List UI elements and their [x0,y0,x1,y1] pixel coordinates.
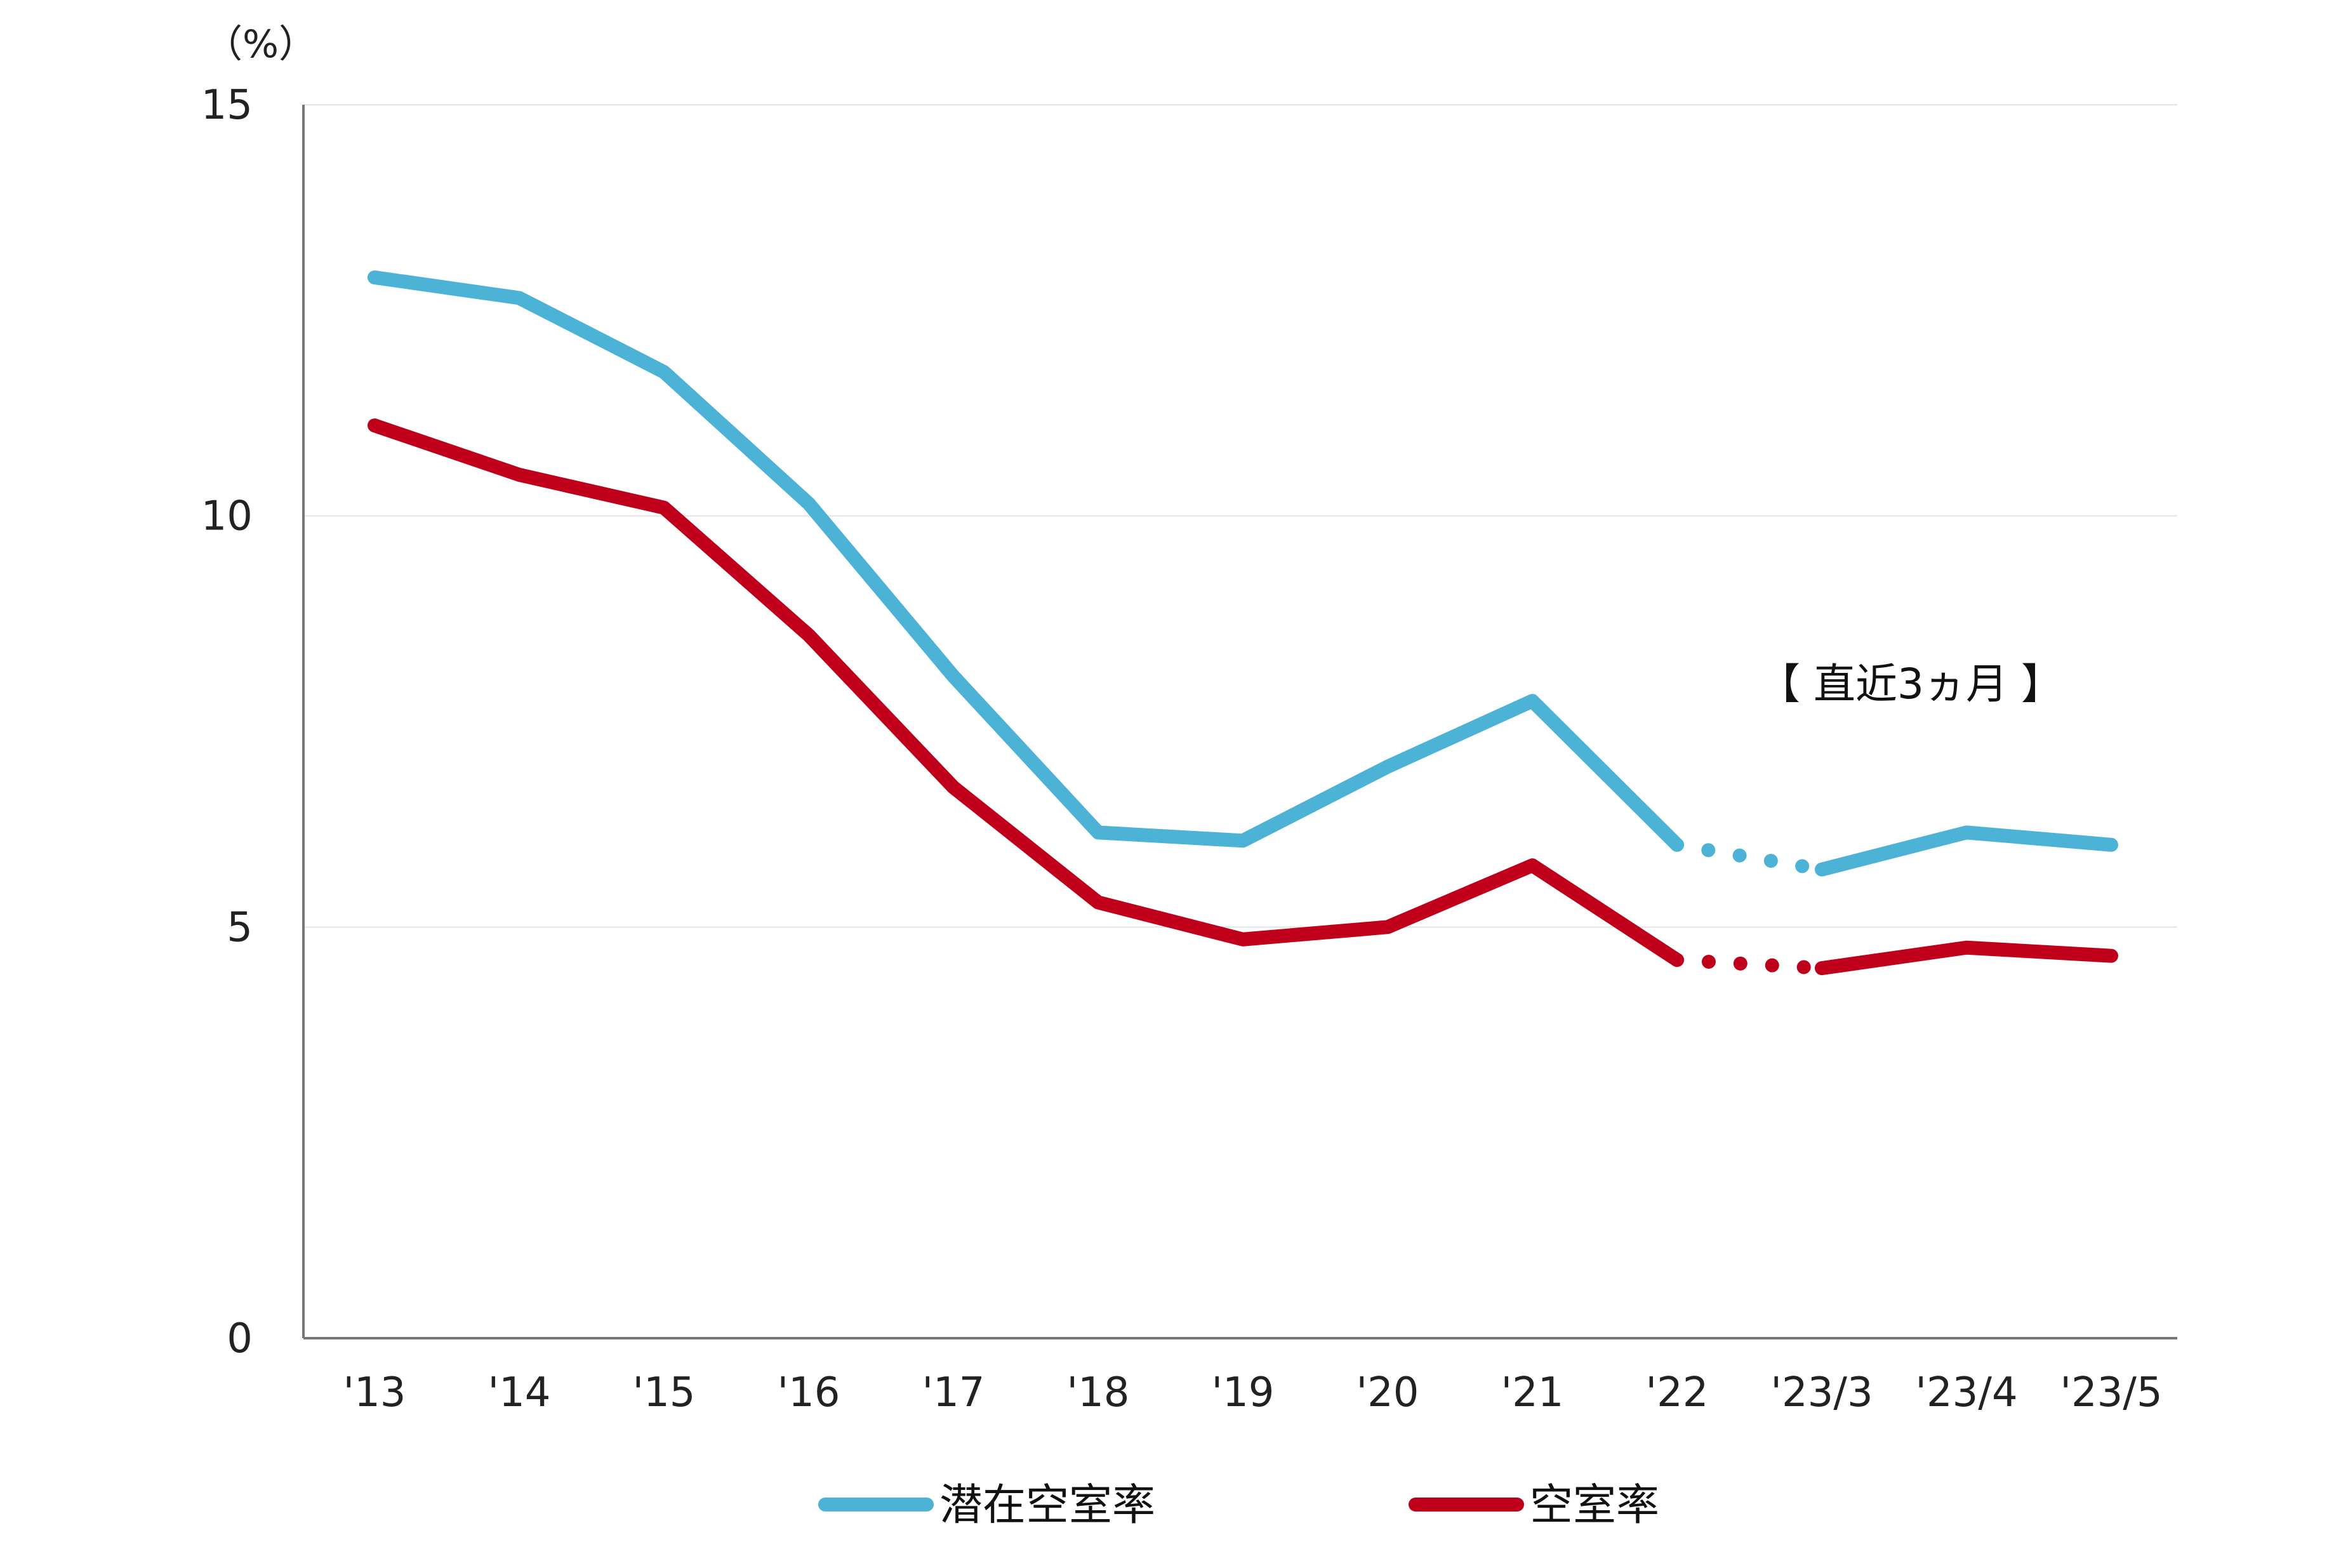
data-point [1242,840,1243,842]
x-tick-label: '16 [777,1369,840,1416]
data-point [519,297,520,299]
x-tick-label: '14 [487,1369,550,1416]
data-point [808,503,809,505]
legend-label: 潜在空室率 [939,1480,1155,1531]
series-line-dotted [1670,837,1829,877]
x-tick-label: '21 [1501,1369,1563,1416]
data-point [1532,865,1533,867]
x-tick-label: '15 [632,1369,695,1416]
data-point [953,675,954,677]
x-tick-label: '20 [1356,1369,1419,1416]
data-point [663,371,665,373]
gridlines [303,104,2177,928]
data-point [2111,955,2112,957]
series-0 [368,270,2118,877]
data-point [1387,926,1388,928]
x-tick-labels: '13 '14 '15 '16 '17 '18 '19 '20 '21 '22 '23/3 '23/4… [343,1369,2162,1416]
x-tick-label: '23/4 [1915,1369,2017,1416]
x-tick-label: '18 [1066,1369,1129,1416]
y-tick-label: 5 [227,904,253,951]
legend: 潜在空室率 空室率 [818,1480,1659,1531]
x-tick-label: '22 [1645,1369,1708,1416]
data-point [2111,844,2112,846]
data-point [953,787,954,788]
x-tick-label: '17 [922,1369,985,1416]
data-point [1387,766,1388,767]
data-point [1821,868,1822,870]
data-point [1676,959,1678,961]
data-point [1966,832,1967,834]
series-line-recent [1815,940,2118,976]
data-point [1532,700,1533,702]
series-lines [368,270,2118,976]
series-line-main [368,418,1684,967]
data-point [1098,832,1099,834]
x-tick-label: '23/5 [2060,1369,2162,1416]
data-point [1821,967,1822,969]
y-tick-labels: 0 5 10 15 [201,82,253,1362]
y-axis-unit: （%） [204,22,317,67]
y-tick-label: 10 [201,493,253,540]
axes [302,105,2177,1339]
y-tick-label: 0 [227,1315,253,1362]
series-line-dotted [1670,953,1829,976]
data-point [374,277,375,279]
legend-label: 空室率 [1530,1480,1659,1531]
x-tick-label: '23/3 [1770,1369,1873,1416]
data-point [519,474,520,475]
data-point [663,507,665,508]
series-line-main [368,270,1684,852]
y-tick-label: 15 [201,82,253,129]
annotation-recent-3-months: 【 直近3ヵ月 】 [1758,660,2063,708]
data-point [1098,901,1099,903]
series-line-recent [1815,825,2118,877]
data-point [1966,947,1967,948]
data-point [374,425,375,427]
x-tick-label: '13 [343,1369,406,1416]
series-1 [368,418,2118,976]
data-point [808,634,809,636]
data-point [1676,844,1678,846]
data-point [1242,938,1243,940]
x-tick-label: '19 [1211,1369,1274,1416]
